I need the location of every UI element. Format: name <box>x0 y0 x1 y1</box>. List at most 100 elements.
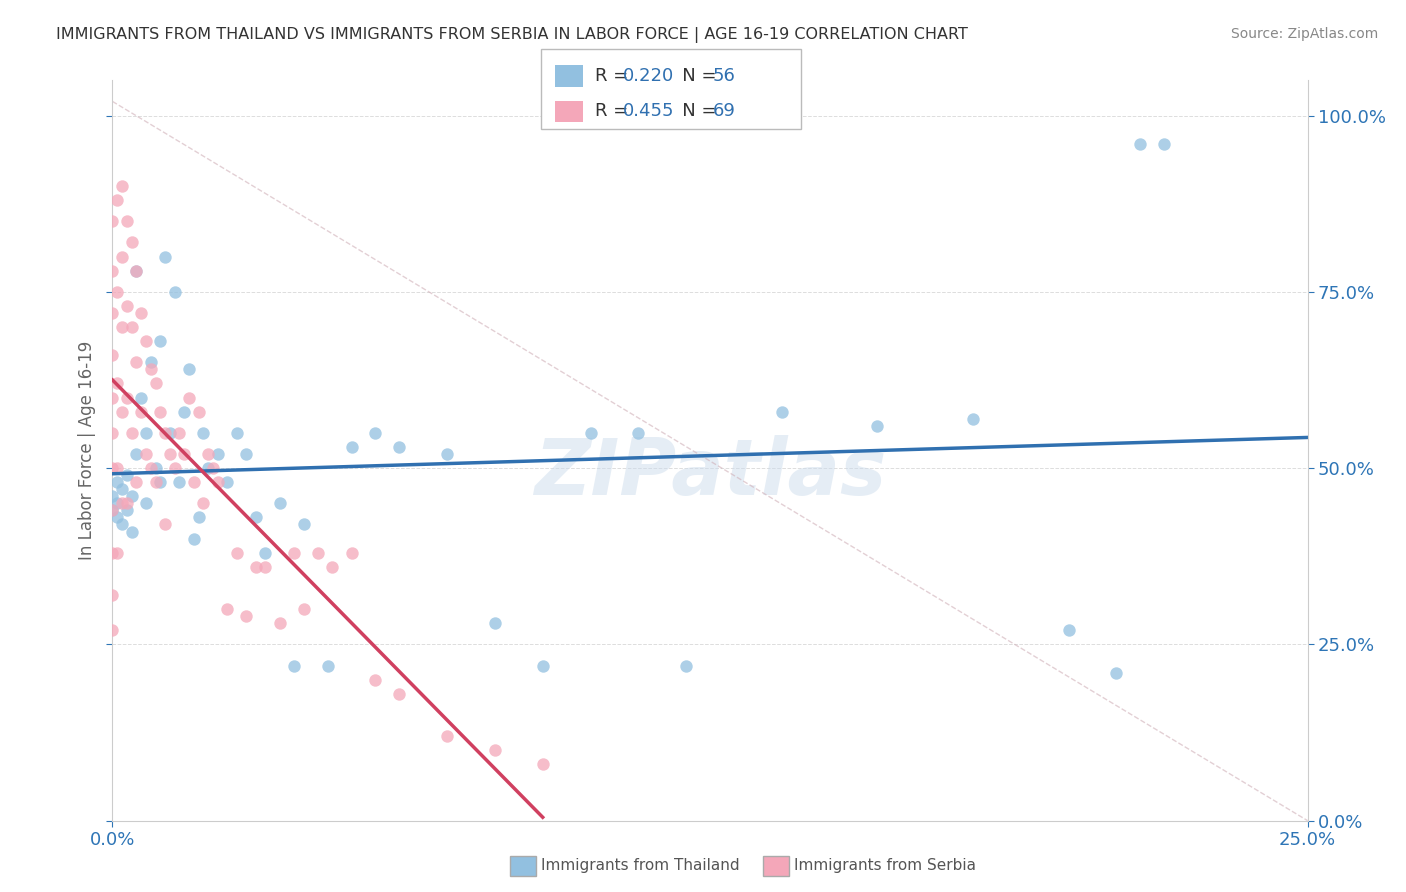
Point <box>364 425 387 440</box>
Point <box>579 425 602 440</box>
Point <box>125 475 148 490</box>
Point <box>1153 136 1175 151</box>
Point <box>153 425 176 440</box>
Text: 69: 69 <box>713 103 735 120</box>
Point <box>187 510 209 524</box>
Point <box>436 447 458 461</box>
Text: IMMIGRANTS FROM THAILAND VS IMMIGRANTS FROM SERBIA IN LABOR FORCE | AGE 16-19 CO: IMMIGRANTS FROM THAILAND VS IMMIGRANTS F… <box>56 27 969 43</box>
Point <box>101 546 124 560</box>
Point <box>177 391 200 405</box>
Point <box>135 334 157 348</box>
Point <box>197 447 219 461</box>
Point <box>111 320 134 334</box>
Point <box>149 334 172 348</box>
Point <box>111 250 134 264</box>
Point <box>388 687 411 701</box>
Point <box>340 546 363 560</box>
Text: ZIPatlas: ZIPatlas <box>534 434 886 511</box>
Point <box>531 658 554 673</box>
Point <box>111 496 134 510</box>
Point <box>1105 665 1128 680</box>
Point <box>125 263 148 277</box>
Point <box>197 461 219 475</box>
Point <box>340 440 363 454</box>
Point <box>254 559 277 574</box>
Point <box>627 425 650 440</box>
Point <box>307 546 329 560</box>
Point <box>145 461 167 475</box>
Point <box>292 517 315 532</box>
Point <box>125 263 148 277</box>
Point <box>145 376 167 391</box>
Point <box>129 405 152 419</box>
Point <box>364 673 387 687</box>
Point <box>101 263 124 277</box>
Point <box>105 285 128 299</box>
Point <box>111 179 134 194</box>
Point <box>245 510 267 524</box>
Point <box>269 496 291 510</box>
Point <box>316 658 339 673</box>
Point <box>135 425 157 440</box>
Point <box>101 503 124 517</box>
Y-axis label: In Labor Force | Age 16-19: In Labor Force | Age 16-19 <box>77 341 96 560</box>
Point <box>173 447 195 461</box>
Point <box>121 524 143 539</box>
Point <box>121 425 143 440</box>
Point <box>159 425 181 440</box>
Point <box>129 391 152 405</box>
Point <box>111 517 134 532</box>
Point <box>193 425 215 440</box>
Point <box>159 447 181 461</box>
Point <box>115 503 138 517</box>
Point <box>531 757 554 772</box>
Point <box>217 602 239 616</box>
Point <box>101 391 124 405</box>
Point <box>105 461 128 475</box>
Point <box>135 447 157 461</box>
Point <box>292 602 315 616</box>
Point <box>111 482 134 496</box>
Point <box>962 411 984 425</box>
Point <box>207 475 229 490</box>
Point <box>115 468 138 483</box>
Text: R =: R = <box>595 67 634 85</box>
Point <box>129 306 152 320</box>
Point <box>139 362 162 376</box>
Point <box>254 546 277 560</box>
Point <box>235 609 257 624</box>
Point <box>183 532 205 546</box>
Text: N =: N = <box>665 67 723 85</box>
Point <box>770 405 793 419</box>
Point <box>101 503 124 517</box>
Point <box>101 588 124 602</box>
Point <box>153 250 176 264</box>
Point <box>125 447 148 461</box>
Text: R =: R = <box>595 103 634 120</box>
Point <box>101 348 124 362</box>
Point <box>145 475 167 490</box>
Point <box>153 517 176 532</box>
Point <box>125 355 148 369</box>
Point <box>201 461 224 475</box>
Point <box>675 658 697 673</box>
Point <box>193 496 215 510</box>
Point <box>105 475 128 490</box>
Point <box>111 405 134 419</box>
Point <box>121 489 143 503</box>
Point <box>283 546 305 560</box>
Point <box>101 624 124 638</box>
Text: 0.455: 0.455 <box>623 103 675 120</box>
Point <box>225 546 247 560</box>
Point <box>177 362 200 376</box>
Point <box>163 461 186 475</box>
Text: Source: ZipAtlas.com: Source: ZipAtlas.com <box>1230 27 1378 41</box>
Point <box>187 405 209 419</box>
Point <box>121 320 143 334</box>
Point <box>115 299 138 313</box>
Point <box>436 729 458 743</box>
Point <box>169 425 191 440</box>
Point <box>269 616 291 631</box>
Point <box>101 461 124 475</box>
Point <box>217 475 239 490</box>
